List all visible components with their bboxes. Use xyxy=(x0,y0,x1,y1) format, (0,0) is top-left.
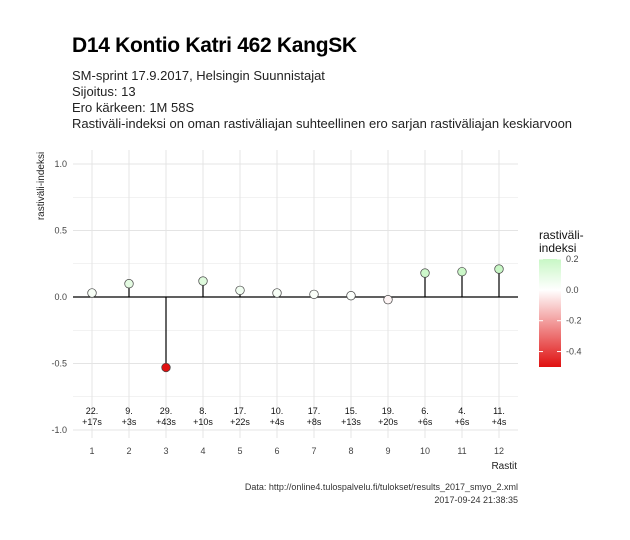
lollipop-point xyxy=(383,295,393,305)
chart-title: D14 Kontio Katri 462 KangSK xyxy=(72,34,357,57)
legend-tick-label: 0.2 xyxy=(566,254,579,264)
x-tick-label: 10 xyxy=(420,446,430,456)
subtitle-gap: Ero kärkeen: 1M 58S xyxy=(72,100,195,115)
lollipop-point xyxy=(161,362,171,373)
y-tick-label: -0.5 xyxy=(51,359,67,369)
legend-tick-label: -0.2 xyxy=(566,316,582,326)
annotation-time: +10s xyxy=(193,417,213,427)
x-tick-label: 8 xyxy=(348,446,353,456)
x-tick-label: 5 xyxy=(237,446,242,456)
annotation-rank: 29. xyxy=(160,406,173,416)
annotation-rank: 15. xyxy=(345,406,358,416)
annotation-rank: 22. xyxy=(86,406,99,416)
lollipop-point xyxy=(124,279,134,289)
x-tick-label: 4 xyxy=(200,446,205,456)
x-axis-label: Rastit xyxy=(491,461,517,472)
x-tick-label: 6 xyxy=(274,446,279,456)
lollipop-point xyxy=(198,276,208,286)
annotation-time: +43s xyxy=(156,417,176,427)
subtitle-description: Rastiväli-indeksi on oman rastiväliajan … xyxy=(72,116,573,131)
annotation-rank: 9. xyxy=(125,406,133,416)
marks xyxy=(87,264,504,373)
x-tick-label: 7 xyxy=(311,446,316,456)
annotation-time: +20s xyxy=(378,417,398,427)
lollipop-point xyxy=(494,264,504,274)
annotation-rank: 6. xyxy=(421,406,429,416)
subtitle-rank: Sijoitus: 13 xyxy=(72,84,136,99)
lollipop-point xyxy=(309,289,319,299)
lollipop-point xyxy=(346,291,356,301)
legend-tick-label: 0.0 xyxy=(566,285,579,295)
annotation-time: +6s xyxy=(455,417,470,427)
legend-colorbar xyxy=(539,259,561,367)
lollipop-point xyxy=(272,288,282,298)
annotation-time: +17s xyxy=(82,417,102,427)
y-tick-label: 0.5 xyxy=(54,226,67,236)
axes: -1.0-0.50.00.51.01 2 3 4 5 6 7 8 9 10 11 12 xyxy=(51,159,518,456)
x-tick-label: 1 xyxy=(89,446,94,456)
x-tick-label: 9 xyxy=(385,446,390,456)
x-tick-label: 3 xyxy=(163,446,168,456)
subtitle-event: SM-sprint 17.9.2017, Helsingin Suunnista… xyxy=(72,68,325,83)
annotation-rank: 8. xyxy=(199,406,207,416)
lollipop-point xyxy=(457,267,467,277)
y-tick-label: -1.0 xyxy=(51,425,67,435)
annotation-time: +4s xyxy=(270,417,285,427)
x-tick-label: 11 xyxy=(457,446,466,456)
annotation-rank: 17. xyxy=(234,406,247,416)
legend-title-line-1: rastiväli- xyxy=(539,228,584,242)
annotation-rank: 4. xyxy=(458,406,466,416)
caption-timestamp: 2017-09-24 21:38:35 xyxy=(434,495,518,505)
annotation-rank: 19. xyxy=(382,406,395,416)
lollipop-point xyxy=(87,288,97,298)
caption-source: Data: http://online4.tulospalvelu.fi/tul… xyxy=(245,482,518,492)
annotation-time: +8s xyxy=(307,417,322,427)
y-axis-label: rastiväli-indeksi xyxy=(36,152,47,220)
grid xyxy=(73,150,518,438)
annotation-rank: 11. xyxy=(493,406,505,416)
annotation-rank: 10. xyxy=(271,406,284,416)
y-tick-label: 1.0 xyxy=(54,159,67,169)
legend-title-line-2: indeksi xyxy=(539,241,576,255)
annotation-time: +6s xyxy=(418,417,433,427)
annotation-time: +4s xyxy=(492,417,507,427)
lollipop-point xyxy=(235,285,245,296)
annotations: 22.+17s9.+3s29.+43s8.+10s17.+22s10.+4s17… xyxy=(82,406,507,427)
legend: rastiväli- indeksi 0.2 0.0 -0.2 -0.4 xyxy=(539,228,584,367)
x-tick-label: 12 xyxy=(494,446,504,456)
annotation-rank: 17. xyxy=(308,406,321,416)
annotation-time: +13s xyxy=(341,417,361,427)
annotation-time: +22s xyxy=(230,417,250,427)
x-tick-label: 2 xyxy=(126,446,131,456)
lollipop-point xyxy=(420,268,430,278)
legend-tick-label: -0.4 xyxy=(566,347,582,357)
y-tick-label: 0.0 xyxy=(54,292,67,302)
annotation-time: +3s xyxy=(122,417,137,427)
